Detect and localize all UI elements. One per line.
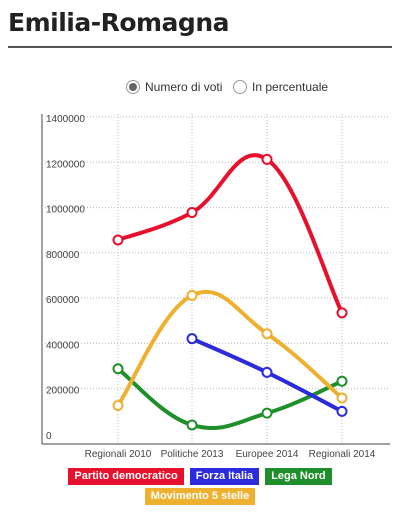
radio-label: Numero di voti xyxy=(145,80,223,94)
legend-row: Movimento 5 stelle xyxy=(0,488,400,505)
series-line-movimento-5-stelle xyxy=(116,289,344,408)
data-point-partito-democratico xyxy=(186,207,198,219)
y-tick-label: 400000 xyxy=(46,340,80,351)
data-point-lega-nord xyxy=(336,375,348,387)
data-point-movimento-5-stelle xyxy=(186,289,198,301)
legend-item[interactable]: Movimento 5 stelle xyxy=(144,488,256,505)
y-tick-label: 800000 xyxy=(46,250,80,261)
data-point-forza-italia xyxy=(186,333,198,345)
x-tick-label: Politiche 2013 xyxy=(161,449,224,460)
radio-numero-di-voti[interactable]: Numero di voti xyxy=(126,80,222,94)
series-line-partito-democratico xyxy=(116,153,344,315)
radio-in-percentuale[interactable]: In percentuale xyxy=(233,80,328,94)
data-point-partito-democratico xyxy=(112,234,124,246)
data-point-partito-democratico xyxy=(261,153,273,165)
y-tick-label: 600000 xyxy=(46,295,80,306)
data-point-movimento-5-stelle xyxy=(112,399,124,411)
y-tick-label: 1000000 xyxy=(46,205,85,216)
data-point-lega-nord xyxy=(261,407,273,419)
x-tick-label: Europee 2014 xyxy=(236,449,299,460)
x-tick-label: Regionali 2010 xyxy=(85,449,152,460)
radio-label: In percentuale xyxy=(252,80,329,94)
legend-item[interactable]: Lega Nord xyxy=(265,468,332,485)
radio-checked-icon xyxy=(126,80,140,94)
legend-item[interactable]: Partito democratico xyxy=(68,468,184,485)
data-point-movimento-5-stelle xyxy=(336,392,348,404)
data-point-movimento-5-stelle xyxy=(261,328,273,340)
series-line-lega-nord xyxy=(116,366,344,430)
data-point-forza-italia xyxy=(261,366,273,378)
radio-unchecked-icon xyxy=(233,80,247,94)
data-point-forza-italia xyxy=(336,405,348,417)
data-point-lega-nord xyxy=(186,419,198,431)
title-divider xyxy=(8,46,392,48)
y-tick-label: 0 xyxy=(46,431,52,442)
data-point-partito-democratico xyxy=(336,307,348,319)
x-tick-label: Regionali 2014 xyxy=(309,449,376,460)
y-tick-label: 200000 xyxy=(46,386,80,397)
y-tick-label: 1200000 xyxy=(46,159,85,170)
page-title: Emilia-Romagna xyxy=(8,8,230,37)
legend-item[interactable]: Forza Italia xyxy=(189,468,260,485)
data-point-lega-nord xyxy=(112,363,124,375)
legend-row: Partito democratico Forza Italia Lega Nord xyxy=(0,468,400,485)
y-tick-label: 1400000 xyxy=(46,114,85,125)
